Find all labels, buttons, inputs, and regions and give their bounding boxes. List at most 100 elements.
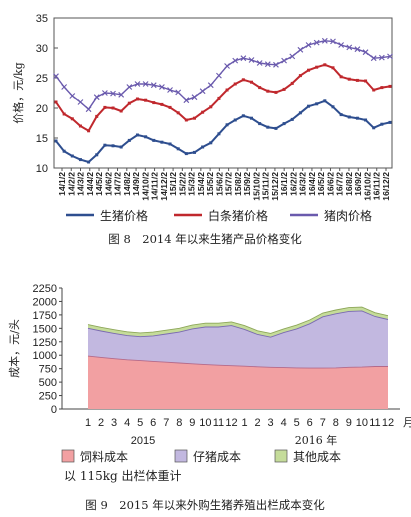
series-2-marker [331,66,335,70]
x-tick-label: 1 [85,417,91,429]
series-1-marker [323,99,327,103]
series-1-marker [364,118,368,122]
y-tick-label: 2250 [33,283,57,295]
series-1-marker [307,104,311,108]
x-tick-label: 10 [356,417,368,429]
series-1-marker [241,114,245,118]
series-3-marker [126,84,133,90]
series-3-marker [370,55,377,62]
x-tick-label: 3 [268,417,274,429]
x-tick-label: 1 [241,417,247,429]
series-1-marker [233,118,237,122]
legend-label-2: 白条猪价格 [208,208,268,223]
year-label-2016: 2016 年 [295,433,338,447]
series-3-marker [199,88,206,95]
x-tick-label: 6 [150,417,156,429]
y-tick-label: 1250 [33,337,57,349]
series-2-marker [135,97,139,101]
x-tick-label: 16/3/2 [298,172,308,196]
area-edge-2 [87,310,389,338]
legend-label-3: 猪肉价格 [324,208,372,223]
x-tick-label: 5 [137,417,143,429]
x-tick-label: 12 [382,417,394,429]
y-axis-label: 价格，元/kg [11,62,25,123]
x-tick-label: 14/3/2 [76,172,86,196]
x-tick-label: 16/6/2 [325,172,335,196]
x-tick-label: 14/9/2 [131,172,141,196]
x-tick-label: 16/7/2 [335,172,345,196]
x-tick-label: 16/4/2 [307,172,317,196]
series-2-marker [339,75,343,79]
series-2-marker [168,105,172,109]
series-3-marker [224,63,230,69]
series-1-marker [298,111,302,115]
x-tick-label: 4 [281,417,287,429]
x-tick-label: 16/8/2 [344,172,354,196]
x-tick-label: 2 [98,417,104,429]
series-2-marker [250,80,254,84]
series-1-marker [95,153,99,157]
series-3-marker [232,57,239,64]
x-tick-label: 11 [213,417,224,429]
series-2-marker [372,88,376,92]
series-3-marker [321,37,328,44]
series-3-marker [167,87,173,93]
series-3-marker [159,84,165,90]
series-1-marker [152,138,156,142]
x-tick-label: 15/3/2 [187,172,197,196]
series-line-1 [55,99,391,163]
series-1-marker [225,123,229,127]
series-1-marker [217,132,221,136]
series-2-marker [315,65,319,69]
series-2-marker [266,89,270,93]
y-tick-label: 1500 [33,323,57,335]
series-1-marker [347,115,351,119]
series-1-marker [339,113,343,117]
x-tick-label: 15/11/2 [261,172,271,200]
series-3-marker [101,90,108,96]
series-3-marker [85,106,92,113]
x-tick-label: 14/5/2 [94,172,104,196]
x-tick-label: 12 [225,417,237,429]
series-1-marker [111,144,115,148]
x-tick-label: 4 [124,417,130,429]
figure-caption: 图 8 2014 年以来生猪产品价格变化 [108,232,302,246]
y-tick-label: 500 [39,377,57,389]
series-1-marker [144,135,148,139]
series-2-marker [380,86,384,90]
series-2-marker [298,74,302,78]
x-tick-label: 6 [307,417,313,429]
x-tick-label: 14/10/2 [140,172,150,201]
series-2-marker [87,129,91,133]
series-1-marker [176,147,180,151]
x-axis-unit: 月 [403,416,411,429]
x-tick-label: 14/8/2 [122,172,132,196]
y-tick-label: 0 [51,404,57,416]
y-tick-label: 25 [36,73,48,85]
x-tick-label: 15/8/2 [233,172,243,196]
series-1-marker [119,145,123,149]
x-tick-label: 10 [199,417,211,429]
series-2-marker [233,82,237,86]
series-3-marker [387,53,393,60]
series-3-marker [248,57,255,63]
x-tick-label: 9 [346,417,352,429]
series-1-marker [372,126,376,130]
series-2-marker [184,118,188,122]
series-1-marker [62,149,66,153]
x-tick-label: 14/4/2 [85,172,95,196]
legend-label-1: 饲料成本 [80,450,128,464]
series-1-marker [355,116,359,120]
x-tick-label: 3 [111,417,117,429]
legend-label-3: 其他成本 [293,450,341,464]
x-tick-label: 8 [176,417,182,429]
y-tick-label: 10 [36,163,48,175]
plot-frame [53,17,393,169]
area-edge-3 [87,306,389,334]
series-3-marker [150,82,157,89]
x-tick-label: 15/6/2 [214,172,224,196]
x-tick-label: 15/5/2 [205,172,215,196]
y-tick-label: 1000 [33,350,57,362]
series-3-marker [346,44,353,51]
series-1-marker [135,133,139,137]
